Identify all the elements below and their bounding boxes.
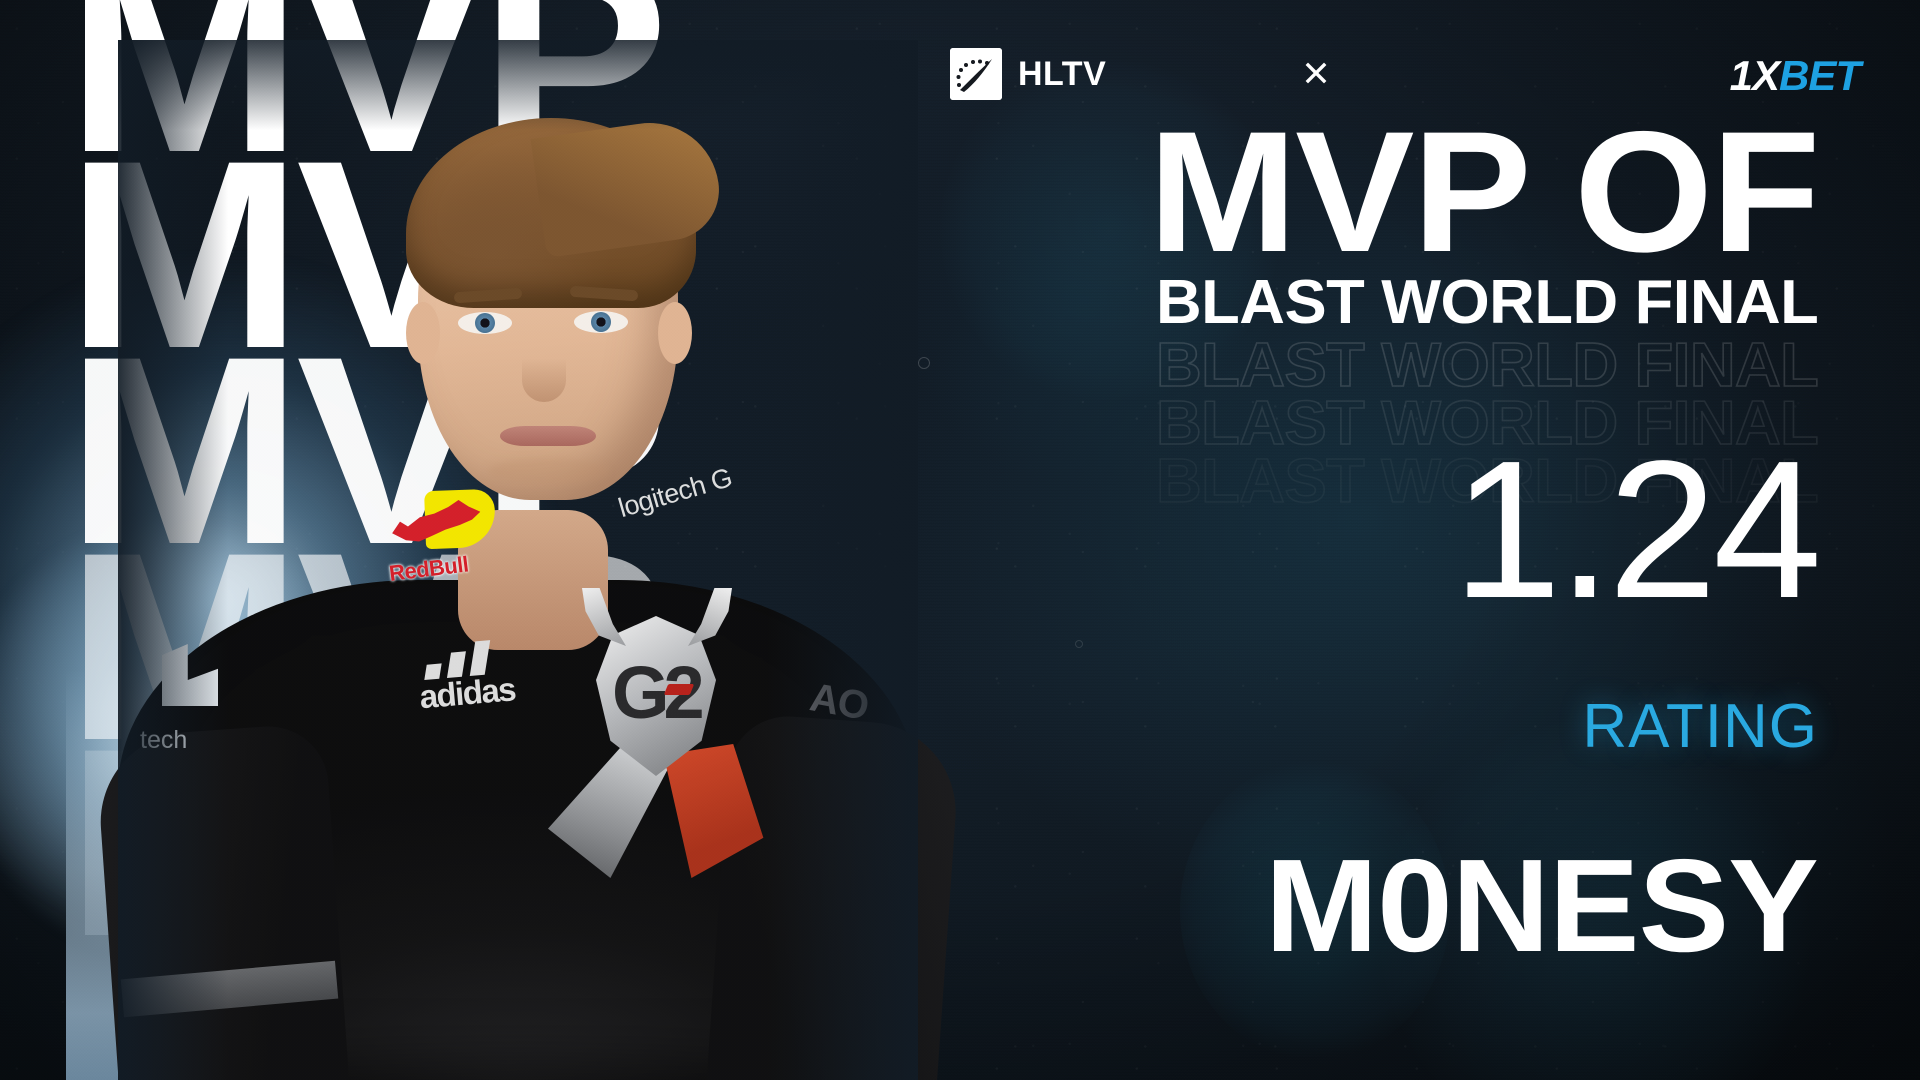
sponsor-1xbet-prefix: 1X bbox=[1729, 52, 1780, 99]
logitech-logo-icon: logitech G bbox=[614, 462, 736, 524]
player-name: M0NESY bbox=[1265, 832, 1819, 979]
redbull-logo-icon: RedBull bbox=[380, 481, 511, 607]
event-name-ghost: BLAST WORLD FINAL bbox=[1155, 389, 1819, 458]
hltv-brand[interactable]: HLTV bbox=[950, 48, 1106, 100]
shoulder-sponsor-wordmark: tech bbox=[140, 726, 188, 754]
player-chin-shadow bbox=[488, 458, 608, 484]
player-portrait: RedBull logitech G adidas G2 tech AO bbox=[94, 40, 962, 1080]
redbull-wordmark: RedBull bbox=[387, 551, 470, 586]
event-name-ghost: BLAST WORLD FINAL bbox=[1155, 331, 1819, 400]
g2-eye-slit bbox=[663, 684, 695, 695]
player-ear-right bbox=[658, 302, 692, 364]
rating-label: RATING bbox=[1582, 692, 1818, 761]
g2-horn-left bbox=[582, 588, 626, 646]
hltv-wordmark: HLTV bbox=[1018, 54, 1107, 93]
event-name: BLAST WORLD FINAL bbox=[1155, 268, 1819, 337]
separator-x-icon bbox=[1303, 60, 1329, 86]
rating-value: 1.24 bbox=[1452, 420, 1822, 639]
player-arm-left bbox=[94, 722, 352, 1080]
sponsor-1xbet-suffix: BET bbox=[1779, 52, 1861, 99]
mvp-title: MVP OF bbox=[1147, 96, 1820, 288]
sponsor-1xbet-logo[interactable]: 1XBET bbox=[1729, 52, 1861, 100]
player-eye-right bbox=[574, 311, 628, 333]
header-bar: HLTV 1XBET bbox=[950, 48, 1861, 108]
event-name-ghost: BLAST WORLD FINAL bbox=[1155, 447, 1819, 516]
info-panel: MVP OF BLAST WORLD FINAL BLAST WORLD FIN… bbox=[940, 0, 1860, 1080]
player-hair-sweep bbox=[530, 114, 726, 258]
event-name-ghost-stack: BLAST WORLD FINAL BLAST WORLD FINAL BLAS… bbox=[1155, 334, 1819, 514]
player-iris-right bbox=[591, 312, 611, 332]
player-ear-left bbox=[406, 302, 440, 364]
g2-crest-icon: G2 bbox=[548, 588, 768, 878]
hltv-logo-icon bbox=[950, 48, 1002, 100]
player-nose bbox=[522, 340, 566, 402]
player-mouth bbox=[500, 426, 596, 446]
shoulder-sponsor-logo-icon: tech bbox=[140, 640, 250, 770]
g2-horn-right bbox=[688, 588, 732, 646]
player-eye-left bbox=[458, 312, 512, 334]
player-iris-left bbox=[475, 313, 495, 333]
shoulder-sponsor-mark bbox=[162, 644, 218, 706]
